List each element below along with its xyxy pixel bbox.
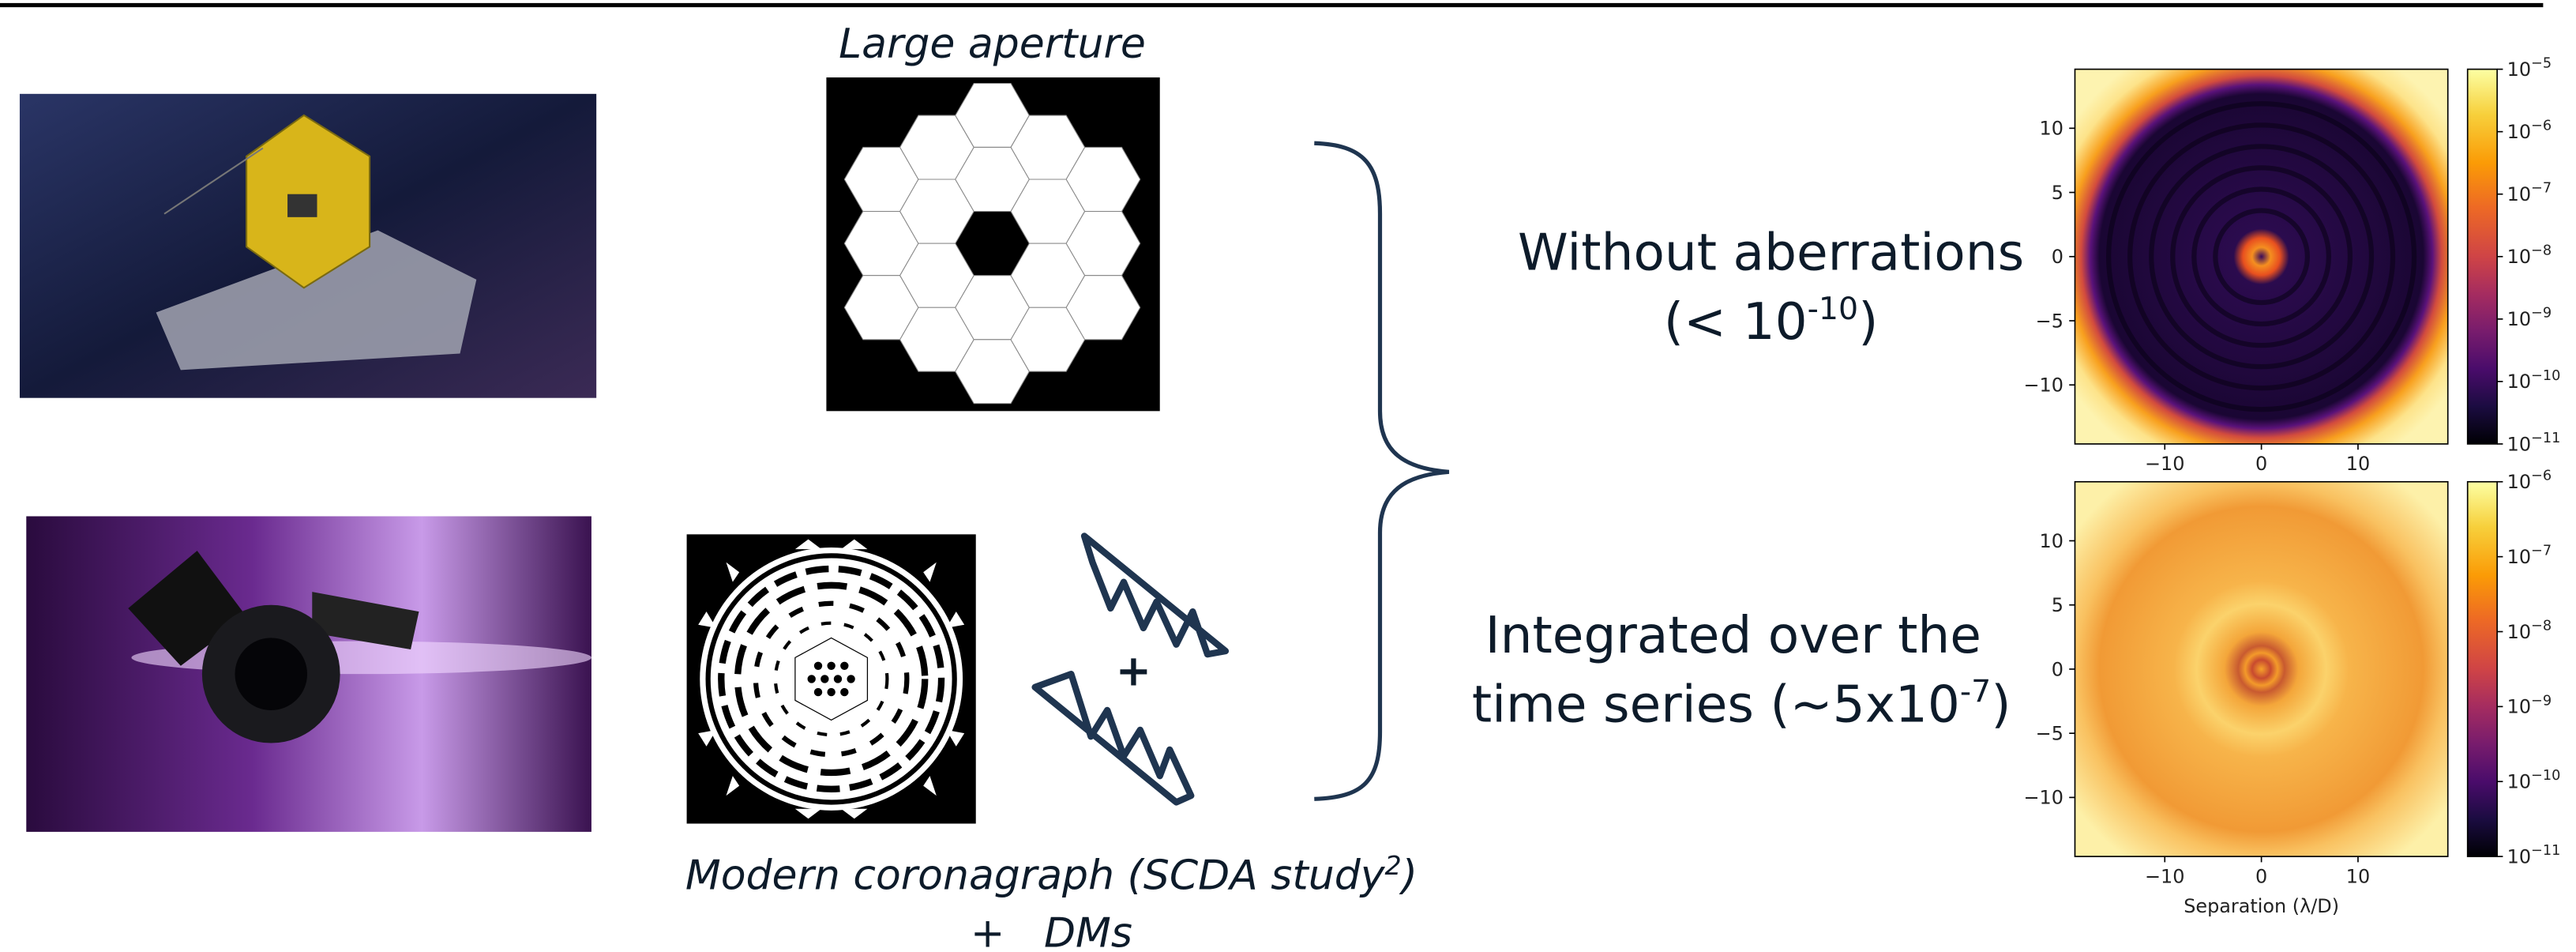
colorbar-tick-base: 10 (2507, 471, 2531, 493)
colorbar-tick-base: 10 (2507, 621, 2531, 643)
colorbar (2468, 482, 2497, 856)
colorbar-tick-base: 10 (2507, 433, 2531, 455)
colorbar-tick-exponent: −11 (2531, 843, 2560, 859)
colorbar-tick-exponent: −5 (2531, 56, 2552, 72)
y-tick-label: 10 (2040, 530, 2063, 552)
colorbar (2468, 70, 2497, 444)
colorbar-tick-base: 10 (2507, 308, 2531, 330)
colorbar-tick-label: 10−7 (2507, 181, 2552, 205)
x-tick-label: 0 (2255, 453, 2267, 475)
y-tick-label: −10 (2023, 787, 2063, 809)
brace (1314, 143, 1449, 799)
x-tick-label: 10 (2346, 453, 2370, 475)
colorbar-tick-base: 10 (2507, 546, 2531, 568)
result-2-close: ) (1991, 675, 2011, 735)
y-tick-label: −5 (2036, 310, 2063, 332)
colorbar-tick-label: 10−5 (2507, 56, 2552, 81)
colorbar-tick-label: 10−10 (2507, 768, 2561, 792)
result-2-text: time series (~5x10 (1472, 675, 1960, 735)
colorbar-tick-label: 10−8 (2507, 618, 2552, 642)
colorbar-tick-exponent: −10 (2531, 368, 2560, 384)
y-tick-label: 10 (2040, 118, 2063, 140)
coronagraph-mask (687, 534, 976, 823)
telescope-photo (20, 94, 596, 398)
result-1-exponent: -10 (1808, 291, 1859, 327)
colorbar-tick-label: 10−9 (2507, 306, 2552, 330)
y-tick-label: 0 (2052, 246, 2063, 268)
result-2-exponent: -7 (1960, 674, 1991, 710)
colorbar-tick-label: 10−8 (2507, 243, 2552, 268)
x-tick-label: 0 (2255, 865, 2267, 887)
y-tick-label: −10 (2023, 374, 2063, 397)
colorbar-tick-label: 10−11 (2507, 843, 2561, 867)
roman-photo (26, 516, 591, 831)
colorbar-tick-exponent: −9 (2531, 693, 2552, 709)
colorbar-tick-label: 10−9 (2507, 693, 2552, 717)
y-tick-label: 0 (2052, 658, 2063, 680)
y-tick-label: 5 (2052, 182, 2063, 204)
colorbar-tick-base: 10 (2507, 121, 2531, 143)
footnote-mark: 2 (1385, 850, 1402, 881)
colorbar-tick-exponent: −8 (2531, 243, 2552, 259)
colorbar-tick-base: 10 (2507, 845, 2531, 867)
x-axis-label: Separation (λ/D) (2184, 895, 2339, 917)
y-tick-label: 5 (2052, 594, 2063, 616)
slide: Large aperture Modern coronagraph (SCDA … (0, 0, 2576, 952)
coronagraph-text: Modern coronagraph (SCDA study (685, 852, 1386, 900)
colorbar-tick-exponent: −10 (2531, 768, 2560, 784)
result-1-text: (< 10 (1664, 292, 1808, 352)
result-2-line-2: time series (~5x10-7) (1472, 674, 2011, 735)
colorbar-tick-base: 10 (2507, 371, 2531, 393)
colorbar-tick-label: 10−11 (2507, 431, 2561, 455)
colorbar-tick-exponent: −7 (2531, 544, 2552, 559)
colorbar-tick-exponent: −8 (2531, 618, 2552, 634)
coronagraph-label: Modern coronagraph (SCDA study2) (685, 850, 1418, 900)
coronagraph-close: ) (1399, 852, 1418, 900)
colorbar-tick-base: 10 (2507, 771, 2531, 793)
page: Large aperture Modern coronagraph (SCDA … (0, 0, 2576, 952)
colorbar-tick-base: 10 (2507, 696, 2531, 718)
result-1-close: ) (1858, 292, 1878, 352)
x-tick-label: −10 (2145, 865, 2184, 887)
x-tick-label: −10 (2145, 453, 2184, 475)
result-1-line-2: (< 10-10) (1664, 291, 1878, 352)
colorbar-tick-exponent: −6 (2531, 468, 2552, 484)
aperture-label: Large aperture (839, 21, 1146, 68)
plus-sign: + (1116, 646, 1151, 696)
dm-label: + DMs (971, 910, 1132, 952)
y-tick-label: −5 (2036, 722, 2063, 744)
colorbar-tick-label: 10−6 (2507, 119, 2552, 143)
result-2-line-1: Integrated over the (1485, 606, 1981, 665)
colorbar-tick-base: 10 (2507, 183, 2531, 205)
colorbar-tick-exponent: −7 (2531, 181, 2552, 197)
colorbar-tick-base: 10 (2507, 246, 2531, 268)
aperture-image (826, 77, 1159, 411)
x-tick-label: 10 (2346, 865, 2370, 887)
colorbar-tick-base: 10 (2507, 58, 2531, 81)
colorbar-tick-exponent: −9 (2531, 306, 2552, 322)
colorbar-tick-label: 10−6 (2507, 468, 2552, 493)
colorbar-tick-label: 10−10 (2507, 368, 2561, 393)
colorbar-tick-exponent: −6 (2531, 119, 2552, 134)
heatmap-image (2075, 482, 2447, 856)
colorbar-tick-label: 10−7 (2507, 544, 2552, 568)
result-1-line-1: Without aberrations (1518, 223, 2024, 282)
colorbar-tick-exponent: −11 (2531, 431, 2560, 446)
